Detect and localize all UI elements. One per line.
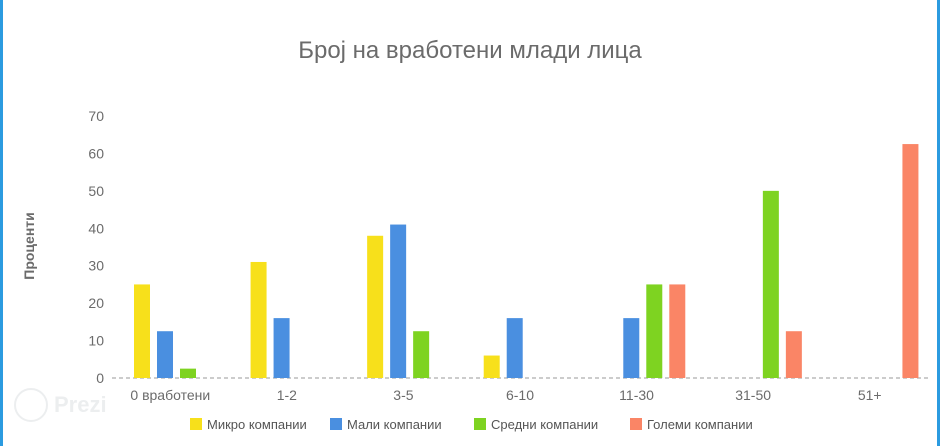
chart-title: Број на вработени млади лица xyxy=(298,37,642,64)
legend-swatch xyxy=(330,418,342,430)
bar xyxy=(483,355,500,378)
y-tick-labels: 0 10 20 30 40 50 60 70 xyxy=(88,108,104,386)
legend-label: Средни компании xyxy=(491,417,598,432)
x-tick-label: 11-30 xyxy=(619,387,654,403)
x-tick-labels: 0 вработени 1-2 3-5 6-10 11-30 31-50 51+ xyxy=(130,387,881,403)
y-tick-label: 40 xyxy=(88,220,104,236)
x-tick-label: 3-5 xyxy=(393,387,413,403)
legend-swatch xyxy=(190,418,202,430)
legend: Микро компании Мали компании Средни компан… xyxy=(190,417,753,432)
bar xyxy=(762,190,779,378)
bar xyxy=(413,331,430,378)
bar xyxy=(157,331,173,378)
bar xyxy=(646,284,663,378)
y-axis-label: Проценти xyxy=(21,212,37,279)
bars xyxy=(134,144,919,378)
y-tick-label: 10 xyxy=(88,333,104,349)
legend-label: Микро компании xyxy=(207,417,307,432)
bar xyxy=(367,235,384,378)
legend-swatch xyxy=(474,418,486,430)
bar xyxy=(506,318,523,378)
bar xyxy=(180,368,196,378)
y-tick-label: 70 xyxy=(88,108,104,124)
legend-label: Големи компании xyxy=(647,417,753,432)
y-tick-label: 0 xyxy=(96,370,104,386)
prezi-logo-icon xyxy=(14,388,48,422)
x-tick-label: 0 вработени xyxy=(130,387,210,403)
y-tick-label: 60 xyxy=(88,145,104,161)
bar xyxy=(273,318,290,378)
y-tick-label: 30 xyxy=(88,258,104,274)
bar xyxy=(134,284,150,378)
legend-label: Мали компании xyxy=(347,417,442,432)
bar xyxy=(623,318,640,378)
prezi-watermark: Prezi xyxy=(14,388,107,422)
bar xyxy=(390,224,407,378)
bar xyxy=(250,261,267,378)
x-tick-label: 51+ xyxy=(858,387,882,403)
y-tick-label: 50 xyxy=(88,183,104,199)
bar xyxy=(785,331,802,378)
y-tick-label: 20 xyxy=(88,295,104,311)
x-tick-label: 1-2 xyxy=(277,387,297,403)
bar xyxy=(902,144,919,378)
watermark-text: Prezi xyxy=(54,392,107,417)
x-tick-label: 6-10 xyxy=(506,387,534,403)
legend-swatch xyxy=(630,418,642,430)
bar xyxy=(669,284,686,378)
x-tick-label: 31-50 xyxy=(735,387,771,403)
